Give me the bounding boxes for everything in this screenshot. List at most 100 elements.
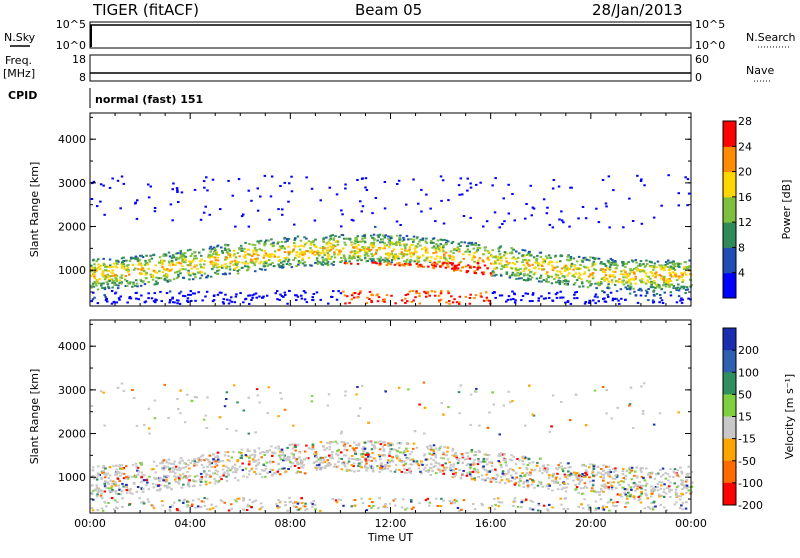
range-gate-cell (602, 469, 605, 472)
range-gate-cell (376, 300, 380, 303)
range-gate-cell (666, 262, 669, 265)
range-gate-cell (269, 263, 272, 266)
range-gate-cell (200, 458, 204, 461)
range-gate-cell (502, 404, 505, 407)
range-gate-cell (236, 468, 239, 471)
range-gate-cell (115, 492, 118, 495)
range-gate-cell (459, 177, 463, 180)
range-gate-cell (174, 480, 177, 483)
range-gate-cell (304, 264, 307, 267)
power-cells (90, 174, 693, 305)
range-gate-cell (186, 301, 190, 303)
range-gate-cell (173, 301, 176, 304)
range-gate-cell (449, 467, 452, 470)
range-gate-cell (500, 479, 504, 482)
range-gate-cell (254, 257, 257, 260)
range-gate-cell (171, 301, 175, 304)
range-gate-cell (454, 266, 457, 269)
range-gate-cell (265, 262, 268, 265)
range-gate-cell (600, 487, 603, 490)
range-gate-cell (423, 290, 426, 293)
range-gate-cell (538, 467, 542, 470)
range-gate-cell (550, 275, 553, 278)
range-gate-cell (283, 251, 287, 253)
range-gate-cell (278, 298, 281, 301)
range-gate-cell (380, 454, 383, 457)
range-gate-cell (473, 463, 476, 466)
range-gate-cell (221, 273, 225, 276)
range-gate-cell (433, 294, 437, 297)
range-gate-cell (179, 389, 182, 392)
range-gate-cell (621, 260, 624, 263)
range-gate-cell (432, 245, 436, 248)
range-gate-cell (525, 260, 528, 263)
range-gate-cell (221, 266, 224, 269)
range-gate-cell (224, 293, 227, 296)
range-gate-cell (168, 508, 171, 511)
range-gate-cell (117, 297, 121, 300)
range-gate-cell (567, 466, 570, 469)
plot-frame (89, 112, 692, 307)
range-gate-cell (223, 454, 227, 457)
range-gate-cell (333, 253, 336, 256)
range-gate-cell (621, 470, 624, 473)
range-gate-cell (526, 472, 529, 474)
range-gate-cell (371, 501, 374, 504)
range-gate-cell (221, 500, 224, 503)
range-gate-cell (330, 455, 334, 458)
range-gate-cell (617, 281, 620, 284)
range-gate-cell (681, 281, 684, 283)
range-gate-cell (473, 477, 476, 480)
range-gate-cell (385, 264, 389, 266)
range-gate-cell (423, 246, 426, 249)
range-gate-cell (211, 178, 215, 181)
range-gate-cell (395, 244, 398, 247)
range-gate-cell (451, 448, 455, 450)
range-gate-cell (473, 508, 477, 511)
range-gate-cell (283, 257, 286, 259)
range-gate-cell (501, 453, 504, 456)
range-gate-cell (564, 269, 567, 271)
range-gate-cell (284, 240, 287, 243)
range-gate-cell (215, 253, 218, 256)
range-gate-cell (251, 243, 254, 246)
range-gate-cell (468, 473, 472, 476)
range-gate-cell (200, 463, 204, 466)
range-gate-cell (90, 270, 93, 273)
range-gate-cell (138, 262, 141, 265)
range-gate-cell (311, 252, 315, 255)
range-gate-cell (434, 220, 437, 223)
range-gate-cell (281, 208, 284, 211)
range-gate-cell (304, 502, 307, 505)
range-gate-cell (111, 272, 115, 275)
colorbar-segment (723, 222, 736, 248)
range-gate-cell (290, 190, 294, 193)
range-gate-cell (495, 477, 498, 480)
range-gate-cell (330, 242, 333, 245)
range-gate-cell (109, 278, 112, 281)
range-gate-cell (688, 259, 691, 262)
range-gate-cell (481, 504, 484, 507)
range-gate-cell (106, 273, 110, 276)
range-gate-cell (346, 295, 349, 298)
range-gate-cell (118, 487, 121, 490)
range-gate-cell (537, 280, 541, 283)
range-gate-cell (214, 271, 217, 274)
range-gate-cell (313, 460, 317, 463)
range-gate-cell (491, 477, 495, 480)
range-gate-cell (311, 445, 315, 448)
range-gate-cell (100, 284, 103, 287)
range-gate-cell (105, 281, 109, 284)
range-gate-cell (606, 293, 609, 296)
range-gate-cell (442, 261, 446, 264)
range-gate-cell (672, 287, 675, 290)
range-gate-cell (378, 262, 382, 265)
range-gate-cell (299, 239, 303, 242)
range-gate-cell (271, 454, 274, 457)
range-gate-cell (93, 273, 96, 276)
range-gate-cell (208, 474, 211, 477)
range-gate-cell (145, 254, 148, 257)
range-gate-cell (613, 283, 617, 286)
range-gate-cell (524, 266, 527, 269)
range-gate-cell (681, 285, 685, 288)
